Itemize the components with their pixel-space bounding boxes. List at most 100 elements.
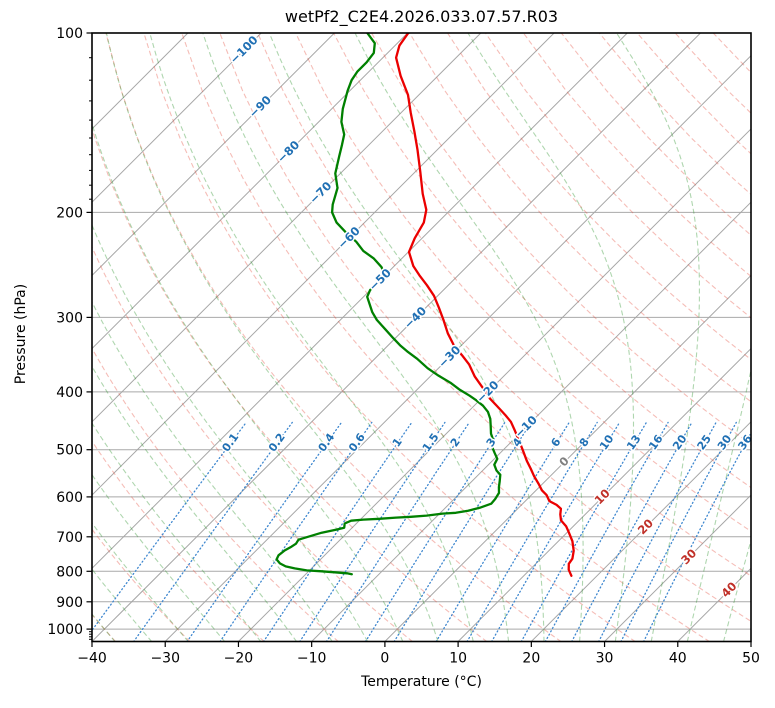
dry-adiabat-line — [92, 245, 414, 642]
dry-adiabat-line — [105, 33, 562, 642]
mixing-ratio-label: 1 — [390, 436, 405, 450]
y-tick-label: 500 — [56, 443, 83, 459]
y-tick-label: 800 — [56, 564, 83, 580]
y-tick-label: 300 — [56, 310, 83, 326]
moist-adiabat-line — [92, 473, 226, 642]
isotherm-line — [164, 54, 751, 642]
moist-adiabat-line — [149, 33, 474, 642]
mixing-ratio-line — [262, 421, 413, 642]
dry-adiabat-line — [371, 33, 751, 445]
dry-adiabat-line — [636, 33, 751, 155]
y-tick-label: 200 — [56, 205, 83, 221]
moist-adiabat-line — [92, 223, 369, 642]
mixing-ratio-line — [597, 421, 717, 642]
x-tick-label: 40 — [669, 651, 687, 667]
mixing-ratio-line — [92, 421, 247, 632]
dry-adiabat-line — [257, 33, 751, 577]
dry-adiabat-line — [484, 33, 751, 319]
mixing-ratio-line — [299, 421, 446, 642]
mixing-ratio-line — [490, 421, 621, 642]
mixing-ratio-line — [186, 421, 343, 642]
dewpoint-line — [275, 33, 502, 576]
mixing-ratio-label: 0.4 — [316, 431, 338, 455]
y-tick-label: 100 — [56, 26, 83, 42]
isotherm-label: −100 — [227, 33, 261, 67]
isotherm-line — [92, 33, 262, 203]
mixing-ratio-line — [364, 421, 506, 642]
x-tick-label: −20 — [224, 651, 254, 667]
y-tick-label: 600 — [56, 490, 83, 506]
isotherm-line — [92, 33, 335, 277]
moist-adiabat-line — [0, 33, 78, 642]
isotherm-line — [92, 33, 628, 570]
dry-adiabat-line — [219, 33, 751, 622]
dry-adiabat-line — [92, 528, 191, 642]
mixing-ratio-line — [393, 421, 532, 642]
isotherm-line — [311, 201, 751, 642]
x-axis-label: Temperature (°C) — [361, 674, 482, 690]
y-tick-label: 1000 — [47, 622, 83, 638]
isotherm-line — [92, 33, 408, 350]
x-tick-label: −30 — [150, 651, 180, 667]
y-tick-label: 400 — [56, 385, 83, 401]
moist-adiabat-line — [105, 33, 439, 642]
dry-adiabat-line — [92, 126, 488, 642]
x-tick-label: 10 — [449, 651, 467, 667]
isotherm-line — [750, 640, 751, 642]
isotherm-line — [457, 347, 751, 642]
mixing-ratio-line — [571, 421, 693, 642]
x-tick-label: 20 — [522, 651, 540, 667]
moist-adiabat-line — [92, 122, 404, 642]
plot-border — [91, 32, 752, 643]
moist-adiabat-line — [268, 33, 545, 642]
isotherm-line — [604, 494, 751, 642]
isotherm-line — [92, 33, 482, 423]
dry-adiabat-line — [750, 33, 751, 34]
x-tick-label: 0 — [380, 651, 389, 667]
moist-adiabat-line — [467, 33, 635, 642]
mixing-ratio-line — [544, 421, 669, 642]
dry-adiabat-line — [447, 33, 751, 361]
dry-adiabat-line — [92, 440, 265, 642]
isotherm-line — [238, 128, 751, 642]
y-tick-label: 900 — [56, 595, 83, 611]
y-tick-label: 700 — [56, 530, 83, 546]
mixing-ratio-line — [642, 431, 751, 642]
moist-adiabat-line — [686, 367, 751, 642]
mixing-ratio-label: 1.5 — [420, 431, 442, 454]
dry-adiabat-line — [295, 33, 751, 533]
moist-adiabat-line — [354, 33, 584, 642]
moist-adiabat-line — [722, 538, 751, 642]
dry-adiabat-line — [92, 347, 339, 642]
chart-title: wetPf2_C2E4.2026.033.07.57.R03 — [284, 7, 559, 26]
moist-adiabat-line — [616, 33, 700, 642]
x-tick-label: −40 — [77, 651, 107, 667]
dry-adiabat-line — [143, 33, 636, 642]
plot-area: −100−90−80−70−60−50−40−30−20−10010203040… — [0, 33, 775, 642]
isotherm-line — [530, 421, 751, 642]
temperature-line — [394, 33, 575, 577]
moist-adiabat-line — [760, 33, 775, 642]
dry-adiabat-line — [522, 33, 751, 278]
mixing-ratio-line — [435, 421, 570, 642]
mixing-ratio-label: 0.2 — [266, 431, 288, 454]
mixing-ratio-label: 6 — [548, 435, 563, 449]
dry-adiabat-line — [181, 33, 710, 642]
isotherm-line — [92, 33, 555, 496]
x-tick-label: 30 — [596, 651, 614, 667]
isotherm-line — [92, 33, 701, 642]
dry-adiabat-line — [333, 33, 751, 489]
isotherm-label: 30 — [678, 546, 699, 567]
mixing-ratio-line — [325, 421, 470, 642]
isotherm-label: 40 — [718, 579, 739, 600]
moist-adiabat-line — [92, 300, 333, 642]
mixing-ratio-line — [520, 421, 648, 642]
moist-adiabat-line — [92, 365, 298, 642]
y-axis-label: Pressure (hPa) — [13, 283, 29, 385]
x-tick-label: 50 — [742, 651, 760, 667]
mixing-ratio-label: 0.6 — [346, 431, 368, 455]
mixing-ratio-line — [132, 421, 293, 642]
isotherm-label: 20 — [635, 516, 656, 537]
mixing-ratio-line — [466, 421, 598, 642]
x-tick-label: −10 — [297, 651, 327, 667]
